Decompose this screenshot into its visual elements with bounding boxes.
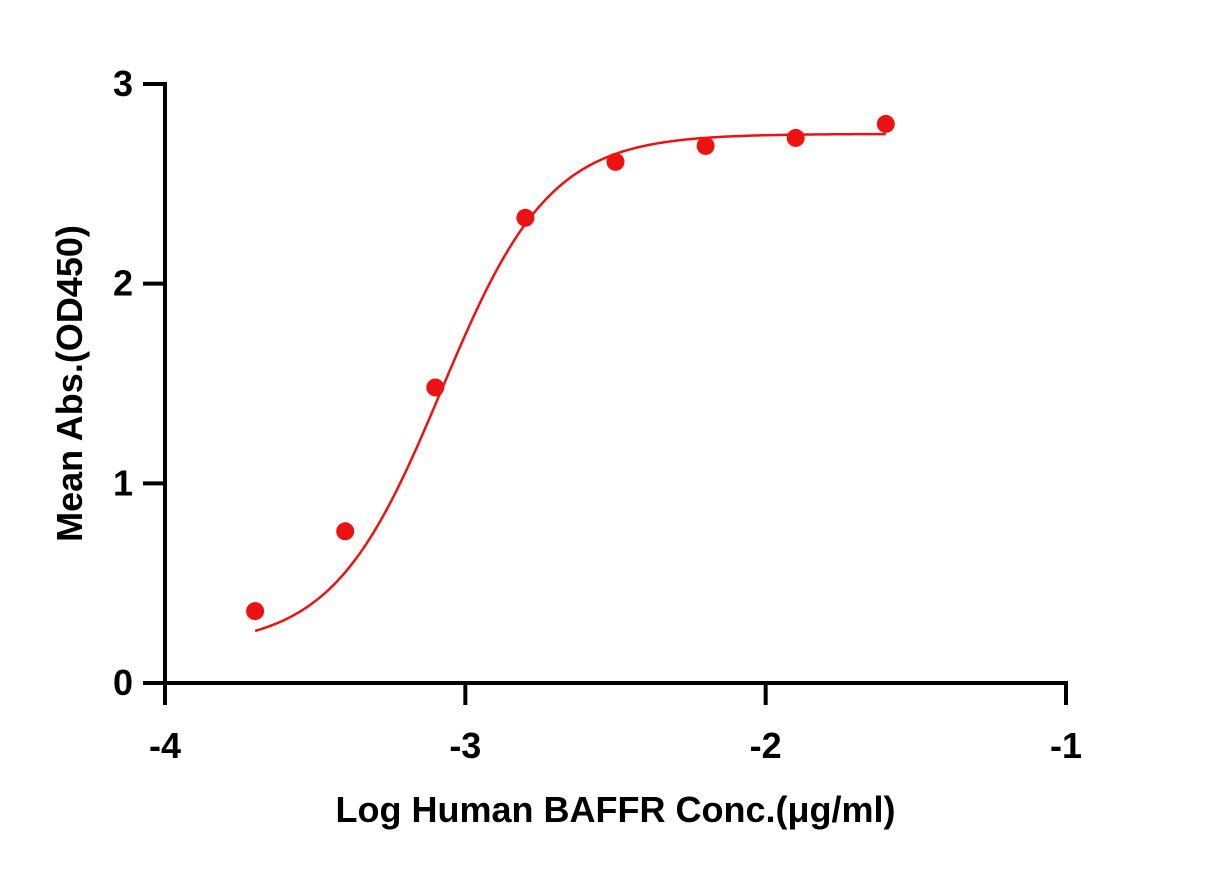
x-tick-label: -4 xyxy=(149,725,181,766)
data-point xyxy=(786,128,805,147)
data-point xyxy=(426,378,445,397)
x-tick-label: -1 xyxy=(1050,725,1082,766)
x-tick-label: -3 xyxy=(449,725,481,766)
x-axis-title: Log Human BAFFR Conc.(μg/ml) xyxy=(336,789,896,830)
data-point xyxy=(516,208,535,227)
data-point xyxy=(696,136,715,155)
data-point xyxy=(876,114,895,133)
ticks-layer: 0 1 2 3 -4 -3 -2 -1 xyxy=(113,63,1082,766)
plot-layer xyxy=(246,114,895,633)
fit-curve xyxy=(254,132,886,633)
x-tick-label: -2 xyxy=(750,725,782,766)
data-point xyxy=(246,602,265,621)
y-tick-label: 1 xyxy=(113,462,133,503)
axes-layer xyxy=(163,82,1068,685)
y-tick-label: 3 xyxy=(113,63,133,104)
y-axis-title: Mean Abs.(OD450) xyxy=(49,225,90,542)
data-point xyxy=(606,152,625,171)
y-tick-label: 2 xyxy=(113,263,133,304)
y-tick-label: 0 xyxy=(113,662,133,703)
data-point xyxy=(336,522,355,541)
